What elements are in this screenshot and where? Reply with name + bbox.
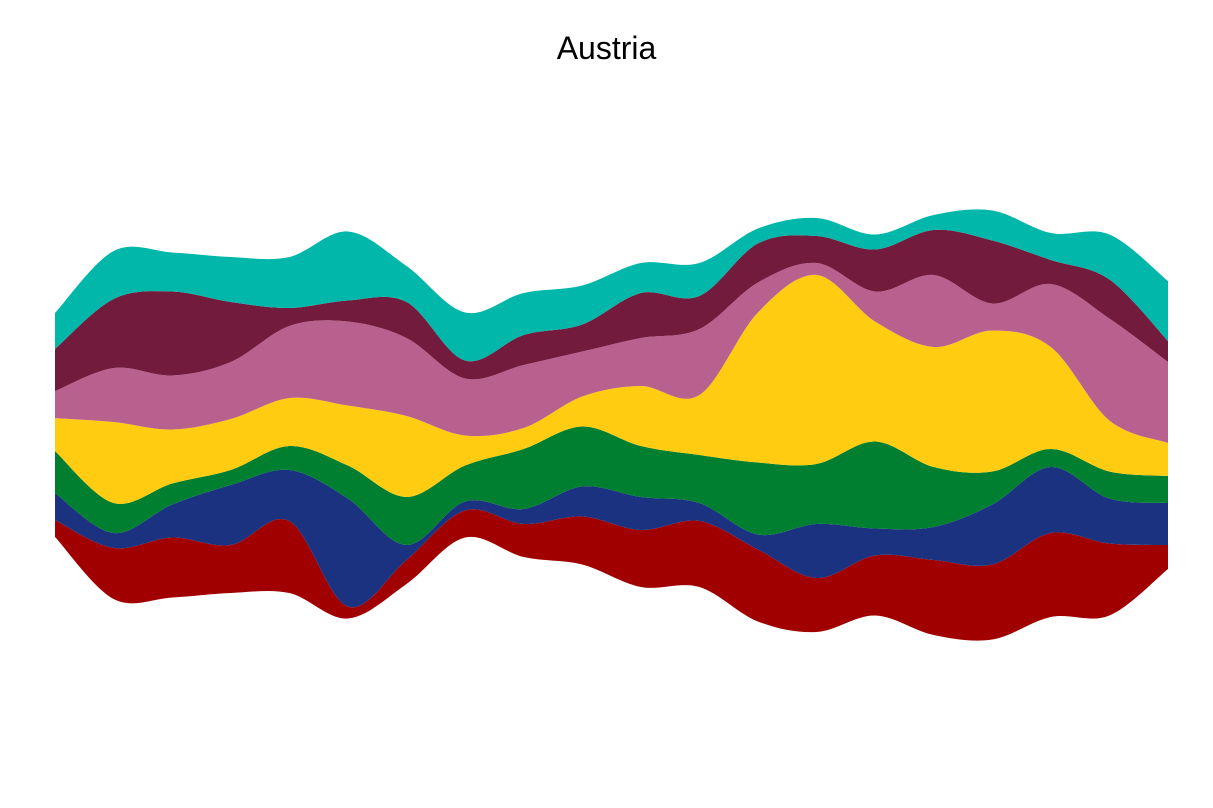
stream-layer-1 bbox=[55, 509, 1168, 641]
stream-layer-4 bbox=[55, 274, 1168, 504]
stream-layer-7 bbox=[55, 209, 1168, 362]
stream-layer-3 bbox=[55, 426, 1168, 546]
stream-layer-5 bbox=[55, 262, 1168, 443]
stream-layers bbox=[55, 209, 1168, 641]
chart-title: Austria bbox=[556, 30, 657, 66]
stream-layer-2 bbox=[55, 466, 1168, 608]
stream-layer-6 bbox=[55, 229, 1168, 392]
